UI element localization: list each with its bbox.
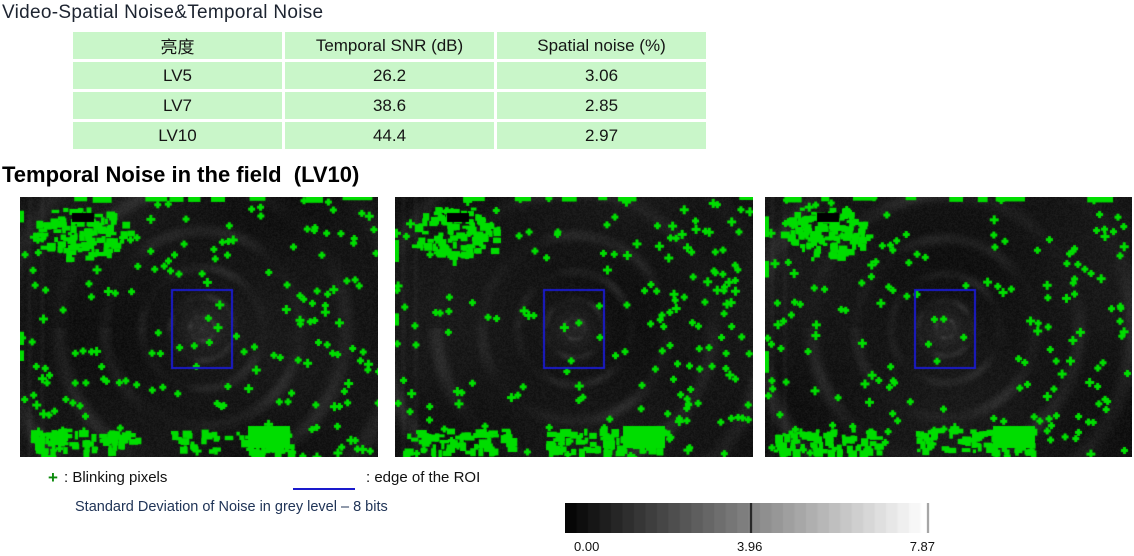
temporal-snr-value: 26.2 bbox=[285, 62, 494, 89]
blinking-pixels-label: : Blinking pixels bbox=[64, 469, 168, 486]
col-header-temporal-snr: Temporal SNR (dB) bbox=[285, 32, 494, 59]
table-row: LV5 26.2 3.06 bbox=[73, 62, 706, 89]
table-header-row: 亮度 Temporal SNR (dB) Spatial noise (%) bbox=[73, 32, 706, 59]
section-heading: Temporal Noise in the field (LV10) bbox=[2, 162, 360, 187]
colorbar-min-label: 0.00 bbox=[574, 539, 600, 554]
spatial-noise-value: 2.97 bbox=[497, 122, 706, 149]
colorbar-mid-label: 3.96 bbox=[737, 539, 763, 554]
temporal-snr-value: 38.6 bbox=[285, 92, 494, 119]
col-header-luminance: 亮度 bbox=[73, 32, 282, 59]
grey-level-colorbar: 0.00 3.96 7.87 bbox=[565, 503, 935, 555]
row-label: LV10 bbox=[73, 122, 282, 149]
colorbar-gradient bbox=[565, 503, 932, 533]
stddev-note: Standard Deviation of Noise in grey leve… bbox=[75, 499, 388, 515]
row-label: LV5 bbox=[73, 62, 282, 89]
noise-field-image-3 bbox=[765, 197, 1132, 457]
spatial-noise-value: 3.06 bbox=[497, 62, 706, 89]
table-row: LV7 38.6 2.85 bbox=[73, 92, 706, 119]
col-header-spatial-noise: Spatial noise (%) bbox=[497, 32, 706, 59]
blinking-pixel-symbol: + bbox=[48, 468, 58, 487]
roi-edge-sample-line bbox=[293, 488, 355, 490]
colorbar-max-label: 7.87 bbox=[909, 539, 935, 554]
roi-edge-label: : edge of the ROI bbox=[366, 469, 481, 486]
noise-field-image-2 bbox=[395, 197, 753, 457]
row-label: LV7 bbox=[73, 92, 282, 119]
temporal-snr-value: 44.4 bbox=[285, 122, 494, 149]
snr-noise-table: 亮度 Temporal SNR (dB) Spatial noise (%) L… bbox=[70, 29, 709, 152]
spatial-noise-value: 2.85 bbox=[497, 92, 706, 119]
table-row: LV10 44.4 2.97 bbox=[73, 122, 706, 149]
page-title: Video-Spatial Noise&Temporal Noise bbox=[2, 2, 324, 23]
noise-field-image-1 bbox=[20, 197, 378, 457]
